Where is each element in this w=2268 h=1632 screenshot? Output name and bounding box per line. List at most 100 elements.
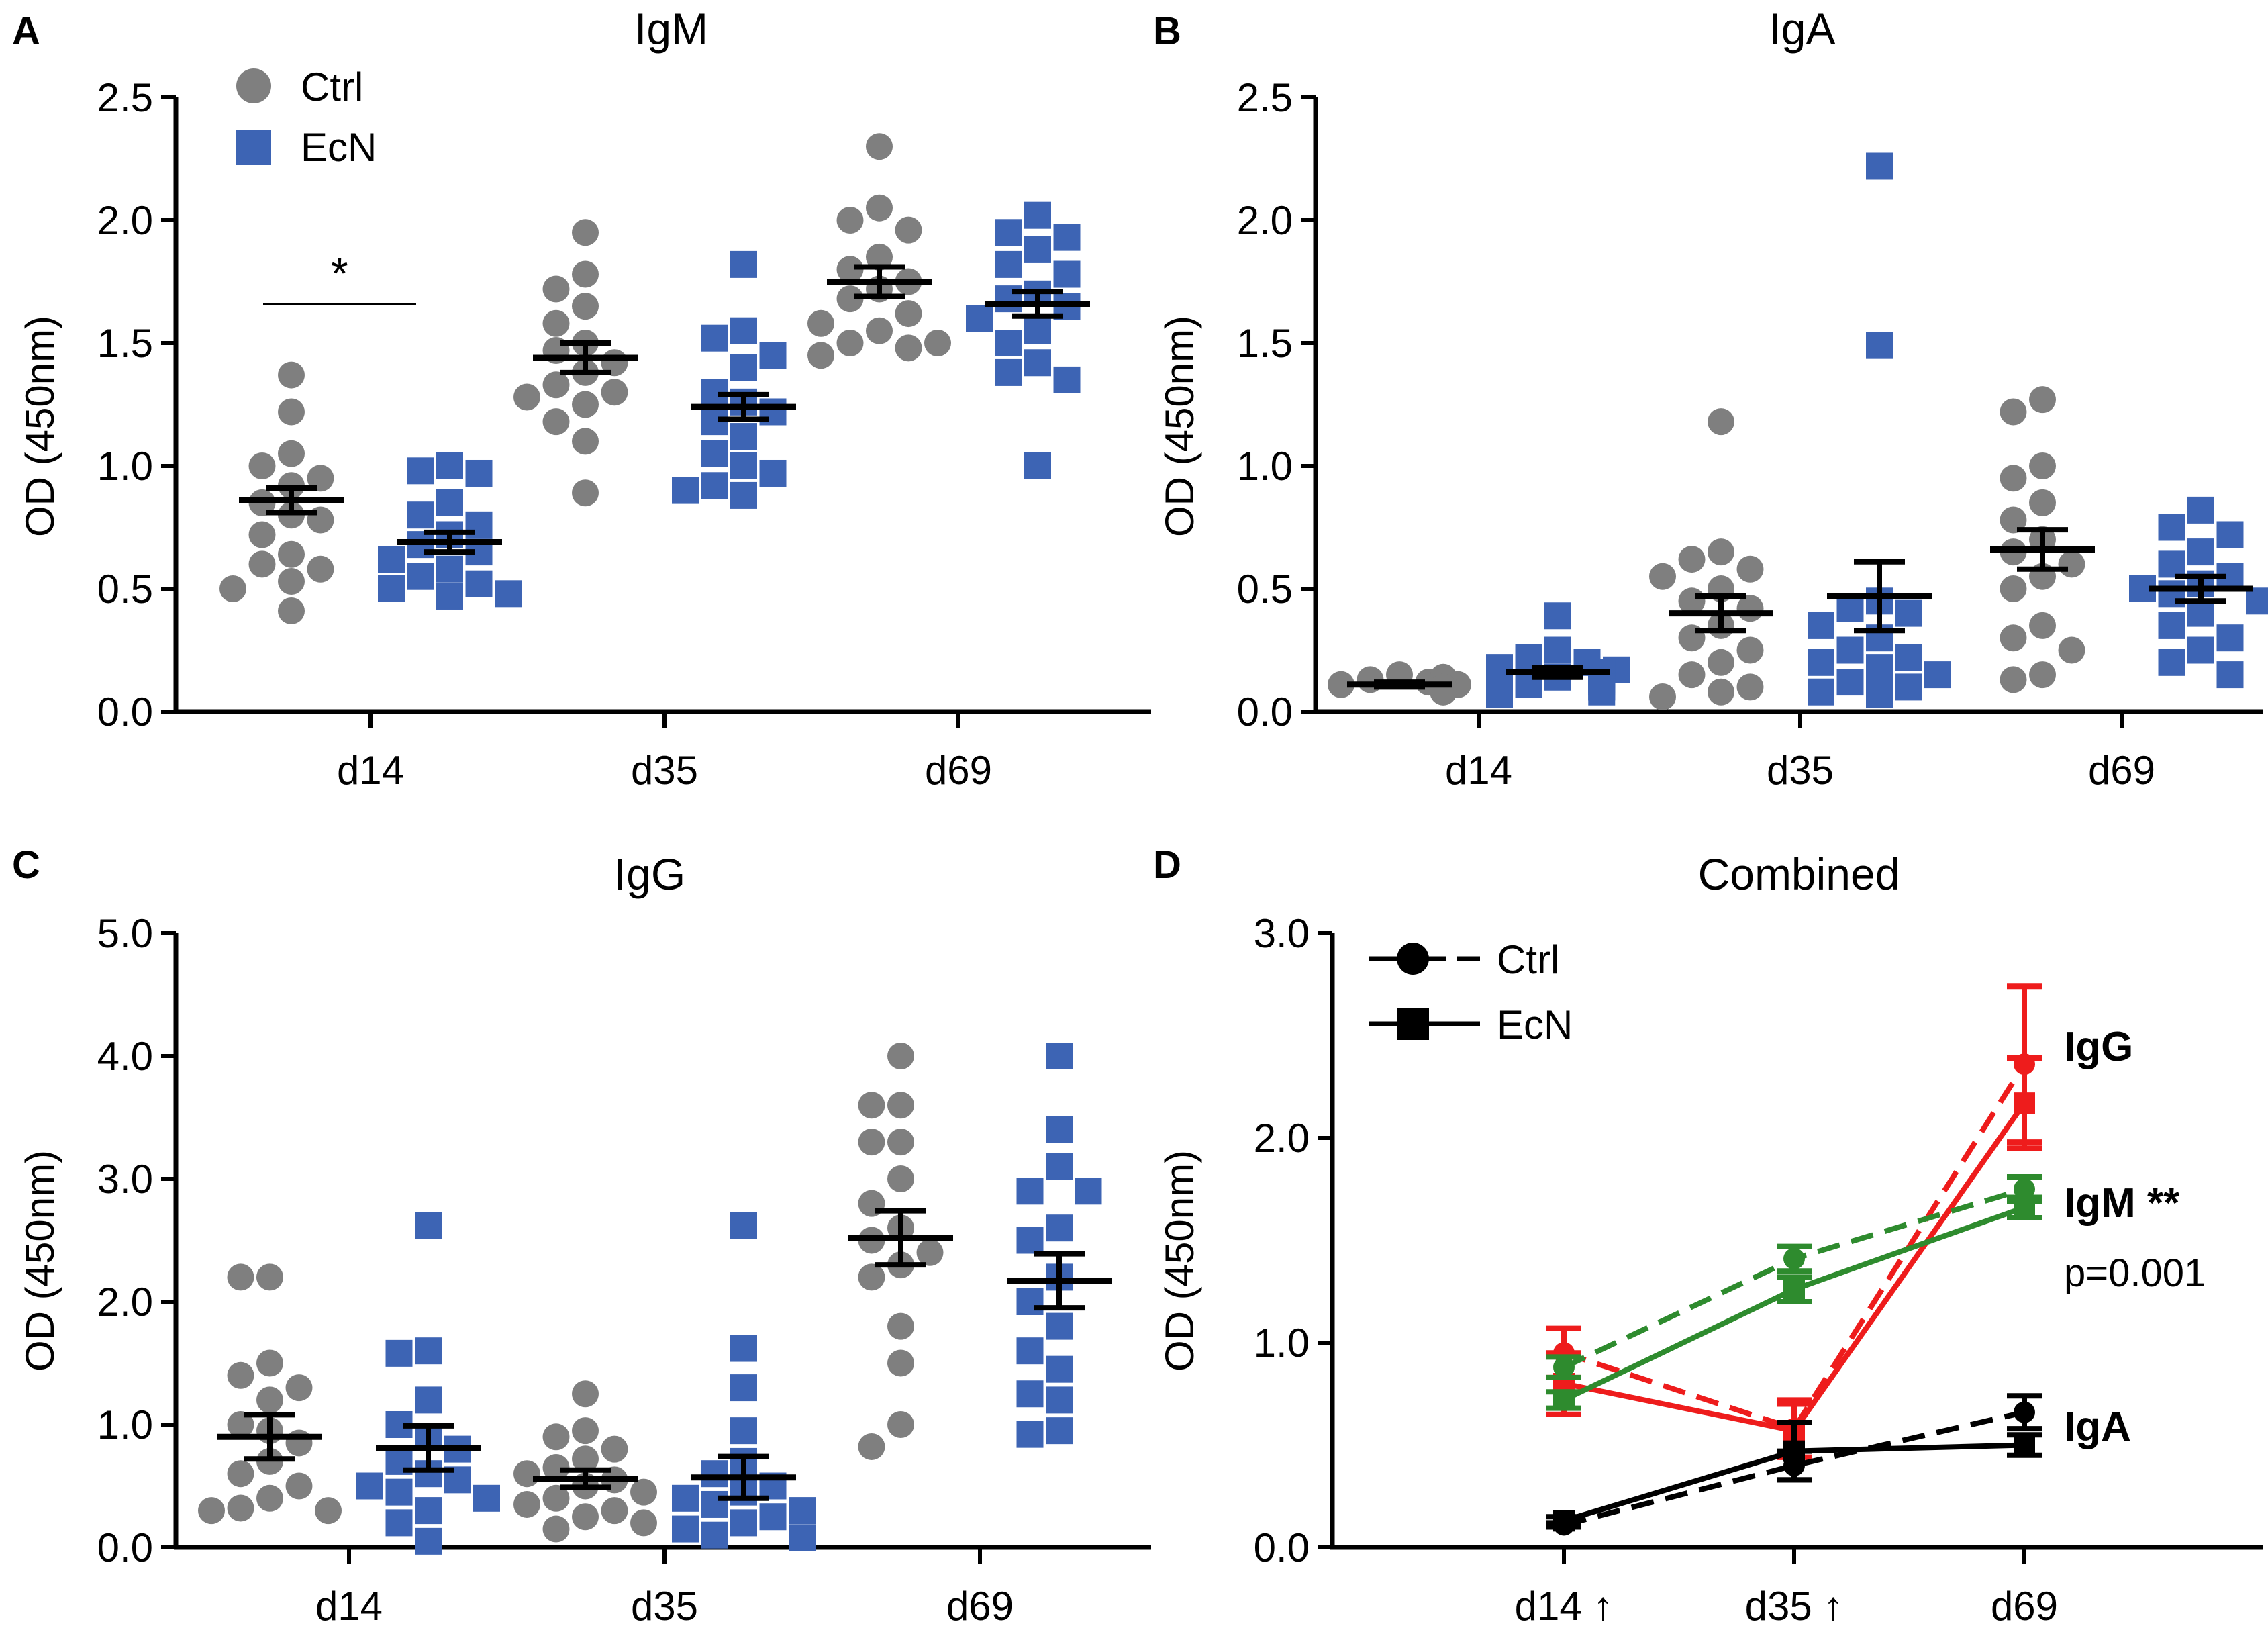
series-line-iga-ctrl [1563, 1409, 2025, 1528]
data-point-ecn-d35 [789, 1524, 816, 1551]
data-point-ecn-d35 [1895, 644, 1922, 671]
data-point-ecn-d14 [378, 546, 405, 573]
data-point-ecn-d14 [436, 555, 463, 583]
data-point-ecn-d69 [2158, 612, 2185, 639]
series-line-igg-ctrl [1563, 1063, 2027, 1432]
data-point-ecn-d14 [415, 1212, 442, 1239]
panel-d-ytick-0: 0.0 [1254, 1525, 1310, 1570]
data-point-ctrl-d14 [285, 1472, 313, 1500]
data-point-ctrl-d69 [887, 1312, 914, 1340]
data-point-ecn-d69 [2187, 538, 2214, 566]
data-point-ctrl-d35 [542, 1454, 570, 1482]
panel-c-letter: C [12, 843, 40, 887]
data-point-ctrl-d14 [256, 1484, 283, 1512]
data-point-ecn-d35 [701, 324, 728, 352]
data-point-ecn-d69 [2187, 496, 2214, 524]
data-point-ctrl-d69 [836, 256, 864, 283]
data-point-ctrl-d14 [278, 361, 305, 389]
panel-d-ytick-1: 1.0 [1254, 1321, 1310, 1365]
panel-d-letter: D [1153, 843, 1181, 887]
panel-a-y-ticks: 0.0 0.5 1.0 1.5 2.0 2.5 [97, 75, 176, 734]
data-point-ecn-d14 [1486, 681, 1513, 708]
panel-a-ytick-2: 1.0 [97, 444, 153, 489]
data-point-ecn-d69 [1053, 224, 1081, 251]
data-point-ecn-d35 [1836, 636, 1864, 664]
series-point-igm-ctrl [1553, 1356, 1575, 1378]
data-point-ctrl-d35 [1708, 408, 1734, 436]
data-point-ctrl-d35 [572, 1445, 599, 1473]
panel-b-ytick-2: 1.0 [1237, 444, 1293, 489]
data-point-ctrl-d69 [836, 330, 864, 356]
data-point-ecn-d14 [436, 489, 463, 516]
panel-b-xtick-d35: d35 [1767, 748, 1834, 793]
series-point-igm-ecn [2014, 1196, 2035, 1218]
data-point-ctrl-d14 [219, 575, 246, 602]
panel-b-title: IgA [1769, 4, 1835, 54]
data-point-ctrl-d69 [866, 133, 893, 160]
data-point-ecn-d69 [1053, 366, 1081, 393]
panel-d-ytick-3: 3.0 [1254, 911, 1310, 956]
legend-ecn-label: EcN [301, 125, 377, 170]
data-point-ctrl-d14 [307, 465, 334, 492]
data-point-ctrl-d35 [572, 219, 599, 246]
data-point-ecn-d14 [465, 459, 493, 487]
data-point-ecn-d69 [1024, 349, 1051, 377]
data-point-ecn-d69 [1053, 260, 1081, 288]
panel-d-plot-area [1546, 983, 2042, 1536]
data-point-ctrl-d14 [307, 555, 334, 583]
panel-d-ytick-2: 2.0 [1254, 1116, 1310, 1161]
data-point-ctrl-d69 [866, 194, 893, 222]
data-point-ecn-d35 [730, 481, 757, 509]
data-point-ecn-d35 [672, 1484, 699, 1512]
data-point-ecn-d69 [2246, 587, 2268, 615]
panel-a-ytick-0: 0.0 [97, 689, 153, 734]
annotation-iga: IgA [2064, 1404, 2131, 1450]
series-point-iga-ecn [1553, 1510, 1575, 1532]
data-point-ecn-d69 [1046, 1043, 1073, 1069]
data-point-ctrl-d35 [572, 293, 599, 320]
data-point-ecn-d35 [672, 477, 699, 504]
panel-b-ytick-1: 0.5 [1237, 567, 1293, 612]
panel-b-y-axis-label: OD (450nm) [1157, 316, 1202, 537]
data-point-ctrl-d35 [572, 1417, 599, 1445]
panel-d-xtick-d35: d35 ↑ [1745, 1584, 1844, 1629]
data-point-ctrl-d35 [1678, 661, 1706, 689]
series-point-iga-ecn [1783, 1440, 1805, 1462]
panel-b-plot-area [1328, 152, 2268, 711]
panel-a-x-ticks: d14 d35 d69 [337, 712, 992, 793]
panel-c-plot-area [198, 1043, 1112, 1555]
data-point-ecn-d35 [701, 1490, 728, 1518]
data-point-ctrl-d69 [807, 342, 834, 369]
data-point-ctrl-d35 [542, 1423, 570, 1451]
annotation-igg: IgG [2064, 1024, 2133, 1070]
panel-b-ytick-5: 2.5 [1237, 75, 1293, 120]
data-point-ecn-d69 [1046, 1214, 1073, 1242]
panel-d-y-axis-label: OD (450nm) [1157, 1150, 1202, 1372]
data-point-ctrl-d35 [513, 383, 540, 411]
data-point-ecn-d35 [1924, 661, 1951, 689]
panel-a: A IgM OD (450nm) 0.0 0.5 1.0 1.5 2.0 2.5… [12, 4, 1151, 793]
data-point-ctrl-d35 [601, 379, 628, 406]
data-point-ecn-d69 [966, 305, 993, 332]
data-point-ecn-d35 [759, 342, 787, 369]
data-point-ecn-d69 [995, 358, 1022, 386]
data-point-ecn-d35 [730, 423, 757, 450]
data-point-ctrl-d35 [572, 260, 599, 288]
data-point-ecn-d14 [473, 1484, 500, 1512]
data-point-ctrl-d35 [1736, 595, 1764, 622]
data-point-ecn-d35 [1808, 612, 1834, 639]
data-point-ecn-d14 [415, 1527, 442, 1555]
data-point-ctrl-d35 [630, 1509, 657, 1537]
data-point-ctrl-d69 [858, 1129, 885, 1156]
data-point-ecn-d35 [730, 1509, 757, 1537]
data-point-ecn-d14 [415, 1386, 442, 1414]
legend-d-ctrl-marker [1397, 943, 1429, 975]
data-point-ecn-d69 [995, 219, 1022, 246]
data-point-ctrl-d69 [895, 300, 922, 328]
legend-d-ctrl-label: Ctrl [1497, 937, 1559, 982]
data-point-ctrl-d69 [836, 285, 864, 313]
data-point-ctrl-d14 [278, 568, 305, 595]
data-point-ctrl-d14 [248, 550, 276, 578]
data-point-ctrl-d14 [256, 1349, 283, 1377]
